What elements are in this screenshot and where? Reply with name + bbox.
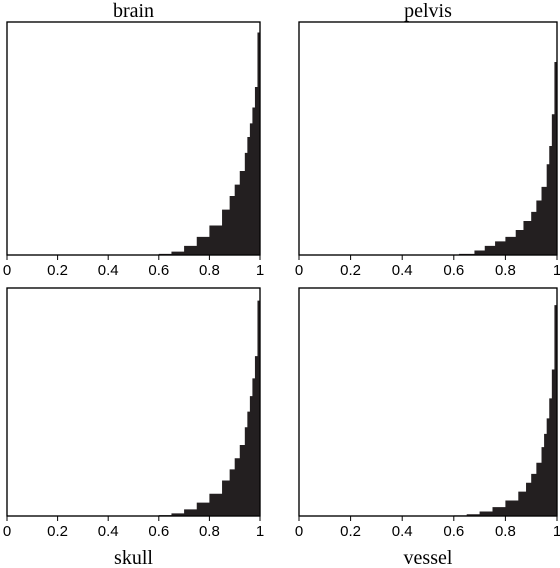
x-tick-label: 0.2 xyxy=(47,262,68,279)
x-tick-label: 0.6 xyxy=(443,523,464,540)
x-tick-label: 0 xyxy=(3,262,11,279)
panel-title: skull xyxy=(114,547,153,568)
x-tick-label: 0.4 xyxy=(98,262,119,279)
x-tick-label: 0 xyxy=(295,523,303,540)
x-tick-label: 0.6 xyxy=(148,262,169,279)
x-tick-label: 0.2 xyxy=(47,523,68,540)
panel-vessel: 0 0.2 0.4 0.6 0.8 1 vessel xyxy=(295,288,560,568)
x-tick-label: 0.4 xyxy=(98,523,119,540)
x-tick-label: 0.8 xyxy=(495,262,516,279)
x-tick-label: 1 xyxy=(553,523,560,540)
panel-title: pelvis xyxy=(404,0,452,22)
plot-frame xyxy=(299,22,557,255)
x-tick-label: 0.2 xyxy=(340,262,361,279)
x-tick-label: 0.2 xyxy=(340,523,361,540)
panel-brain: 0 0.2 0.4 0.6 0.8 1 brain xyxy=(3,0,264,279)
x-tick-label: 0.4 xyxy=(392,523,413,540)
x-tick-label: 0 xyxy=(3,523,11,540)
panel-skull: 0 0.2 0.4 0.6 0.8 1 skull xyxy=(3,288,264,568)
panel-title: vessel xyxy=(404,547,453,568)
x-tick-label: 0.4 xyxy=(392,262,413,279)
x-tick-label: 1 xyxy=(553,262,560,279)
x-tick-label: 0.6 xyxy=(148,523,169,540)
panel-title: brain xyxy=(113,0,154,22)
x-tick-label: 0.6 xyxy=(443,262,464,279)
panel-pelvis: 0 0.2 0.4 0.6 0.8 1 pelvis xyxy=(295,0,560,279)
x-tick-label: 0.8 xyxy=(199,262,220,279)
x-tick-label: 0.8 xyxy=(199,523,220,540)
x-tick-label: 1 xyxy=(256,523,264,540)
x-tick-label: 0.8 xyxy=(495,523,516,540)
plot-frame xyxy=(299,288,557,516)
x-tick-label: 0 xyxy=(295,262,303,279)
x-tick-label: 1 xyxy=(256,262,264,279)
